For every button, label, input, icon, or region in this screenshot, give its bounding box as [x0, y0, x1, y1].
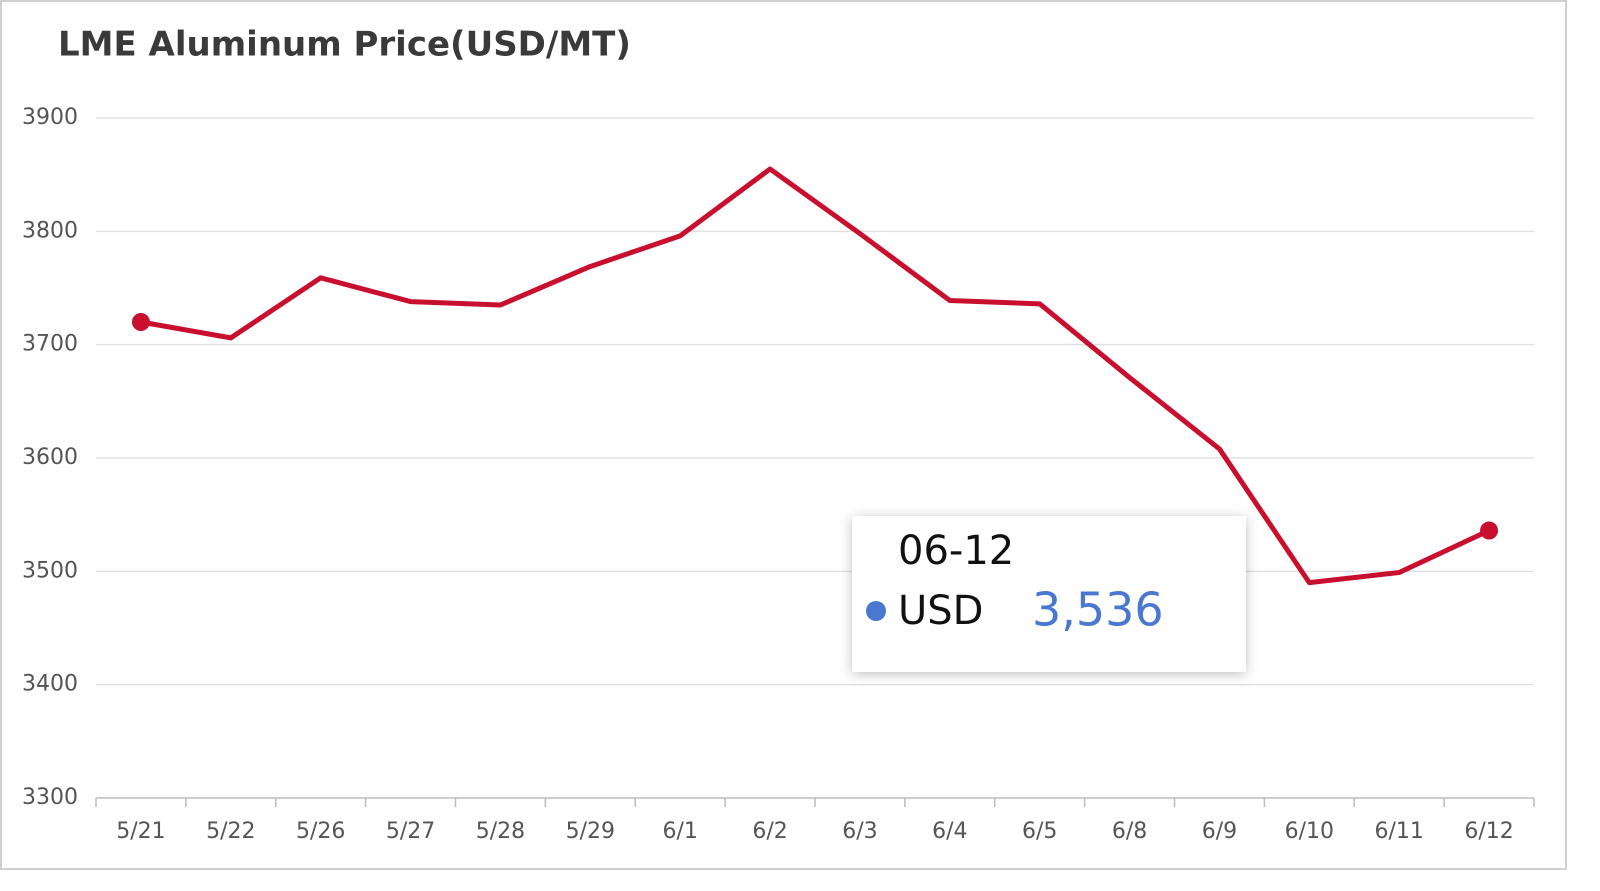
x-tick-label: 5/26	[296, 819, 345, 844]
tooltip-series: USD	[898, 588, 983, 634]
x-tick-label: 6/4	[932, 819, 967, 844]
chart-title: LME Aluminum Price(USD/MT)	[58, 25, 631, 65]
x-tick-label: 5/29	[566, 819, 615, 844]
y-tick-label: 3700	[22, 332, 78, 357]
x-tick-label: 5/28	[476, 819, 525, 844]
tooltip-value: 3,536	[1032, 583, 1164, 637]
tooltip-title: 06-12	[898, 528, 1014, 574]
y-tick-label: 3900	[22, 105, 78, 130]
y-tick-label: 3500	[22, 558, 78, 583]
y-tick-label: 3800	[22, 218, 78, 243]
y-tick-label: 3400	[22, 672, 78, 697]
x-tick-label: 6/8	[1112, 819, 1147, 844]
x-tick-label: 6/1	[662, 819, 697, 844]
tooltip-dot	[866, 601, 886, 621]
end-marker	[131, 313, 150, 331]
x-tick-label: 5/21	[116, 819, 165, 844]
plot: 3300 3400 3500 3600 3700 3800 3900 5/21 5/22 5/26…	[22, 105, 1535, 844]
tooltip-box	[852, 516, 1246, 672]
x-tick-label: 6/9	[1202, 819, 1237, 844]
x-tick-label: 6/11	[1374, 819, 1423, 844]
y-tick-label: 3300	[22, 785, 78, 810]
x-tick-label: 5/22	[206, 819, 255, 844]
x-tick-label: 6/5	[1022, 819, 1057, 844]
end-marker	[1480, 521, 1499, 540]
x-tick-label: 6/2	[752, 819, 787, 844]
x-tick-label: 6/3	[842, 819, 877, 844]
series-line	[140, 166, 1491, 586]
x-tick-label: 5/27	[386, 819, 435, 844]
x-tick-label: 6/12	[1464, 819, 1513, 844]
x-tick-label: 6/10	[1285, 819, 1334, 844]
y-tick-label: 3600	[22, 445, 78, 470]
tooltip: 06-12 USD 3,536	[852, 516, 1246, 672]
frame	[0, 0, 1567, 870]
